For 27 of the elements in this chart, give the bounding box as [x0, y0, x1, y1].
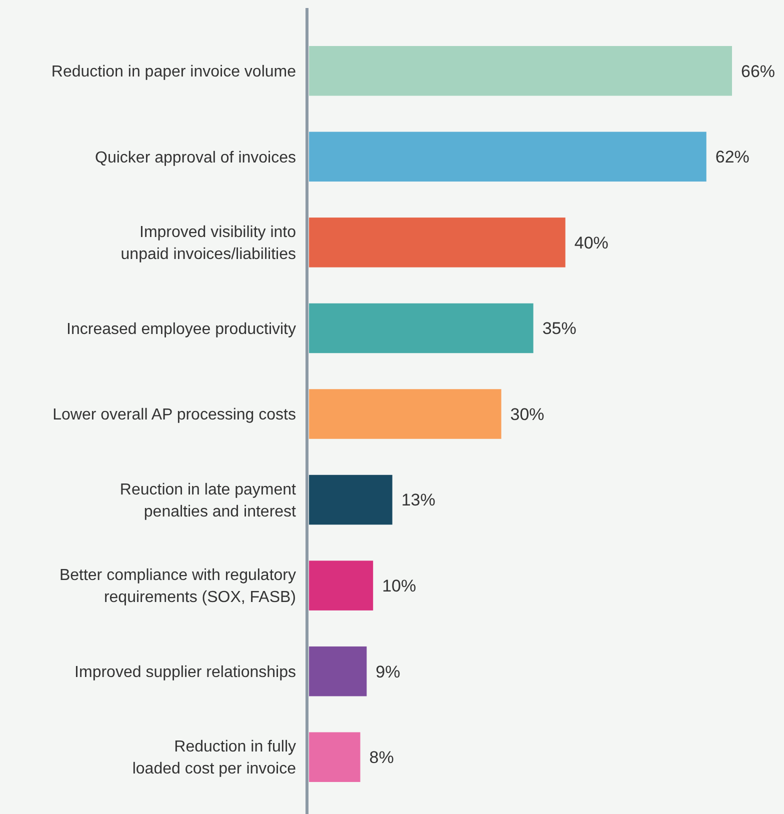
bar	[309, 218, 566, 268]
y-tick-label: Lower overall AP processing costs	[52, 406, 296, 424]
y-tick-label: Quicker approval of invoices	[95, 149, 296, 166]
y-tick-label: Better compliance with regulatory requirements (SOX, FASB)	[59, 567, 296, 606]
bar	[309, 646, 367, 696]
data-label: 10%	[382, 576, 416, 596]
y-tick-label: Reduction in fully loaded cost per invoice	[132, 738, 296, 778]
bar	[309, 474, 392, 525]
bar	[309, 732, 360, 782]
data-label: 8%	[369, 748, 394, 768]
data-label: 66%	[741, 62, 776, 81]
bar	[309, 46, 732, 96]
data-label: 30%	[510, 404, 544, 424]
data-label: 9%	[376, 662, 400, 682]
bar	[309, 389, 502, 439]
data-label: 13%	[401, 490, 436, 510]
y-tick-label: Increased employee productivity	[66, 320, 296, 338]
y-tick-label: Improved supplier relationships	[74, 664, 296, 681]
bar	[309, 132, 706, 182]
bar	[309, 560, 374, 610]
y-tick-label: Reuction in late payment penalties and interest	[120, 481, 297, 520]
y-tick-label: Improved visibility into unpaid invoices/liabilities	[120, 224, 296, 264]
data-label: 62%	[715, 148, 750, 167]
data-label: 40%	[574, 233, 608, 252]
bar	[309, 303, 534, 354]
data-label: 35%	[542, 319, 576, 338]
y-tick-label: Reduction in paper invoice volume	[51, 63, 296, 80]
